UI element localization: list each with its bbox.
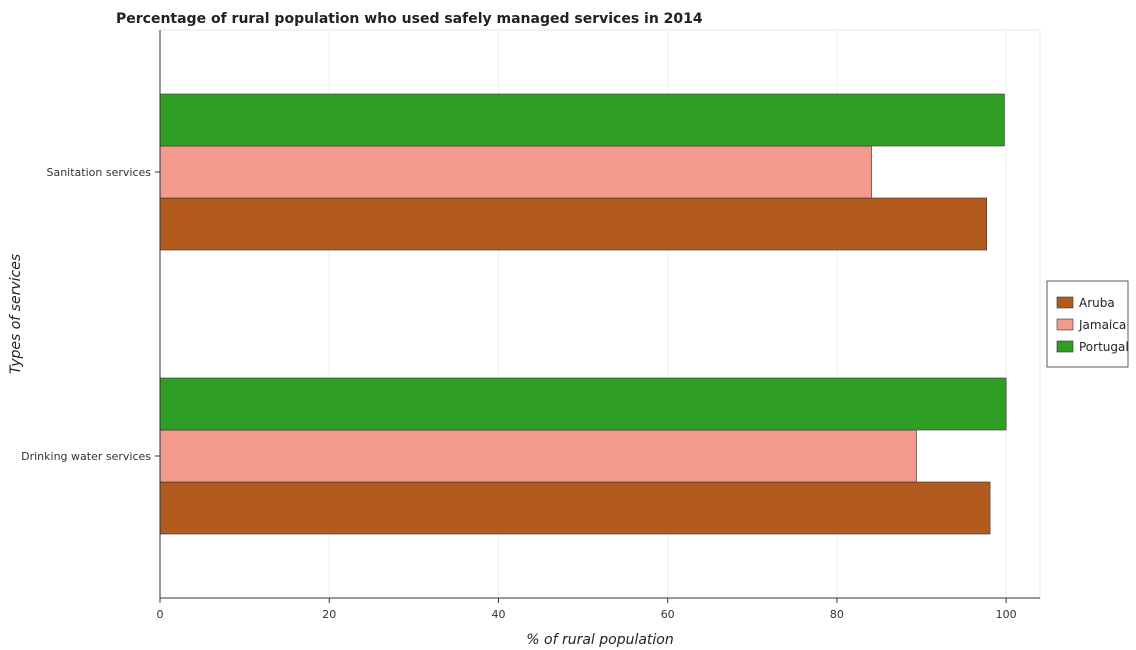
legend-swatch-portugal <box>1056 340 1074 353</box>
bars <box>159 93 1007 535</box>
legend-label-portugal: Portugal <box>1079 340 1129 354</box>
bar-portugal-1 <box>159 377 1007 431</box>
x-tick-label-1: 20 <box>322 608 336 621</box>
bar-aruba-0 <box>159 197 987 251</box>
bar-jamaica-1 <box>159 429 917 483</box>
legend-label-aruba: Aruba <box>1079 296 1115 310</box>
legend-swatch-aruba <box>1056 296 1074 309</box>
x-tick-label-0: 0 <box>157 608 164 621</box>
legend-swatch-jamaica <box>1056 318 1074 331</box>
legend: Aruba Jamaica Portugal <box>1046 280 1129 368</box>
bar-portugal-0 <box>159 93 1005 147</box>
x-tick-label-3: 60 <box>661 608 675 621</box>
bar-aruba-1 <box>159 481 991 535</box>
x-tick-label-2: 40 <box>491 608 505 621</box>
chart-title: Percentage of rural population who used … <box>116 11 703 27</box>
bar-jamaica-0 <box>159 145 872 199</box>
legend-label-jamaica: Jamaica <box>1078 318 1126 332</box>
y-tick-label-0: Sanitation services <box>46 166 151 179</box>
x-tick-label-5: 100 <box>996 608 1017 621</box>
y-ticks: Sanitation services Drinking water servic… <box>21 166 160 463</box>
x-axis-label: % of rural population <box>526 632 674 648</box>
x-tick-label-4: 80 <box>830 608 844 621</box>
x-ticks: 0 20 40 60 80 100 <box>157 598 1017 621</box>
y-axis-label: Types of services <box>8 254 24 374</box>
y-tick-label-1: Drinking water services <box>21 450 151 463</box>
